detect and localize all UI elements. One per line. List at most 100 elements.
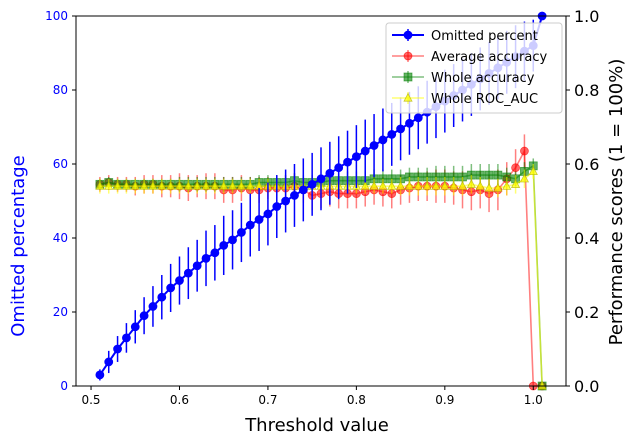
data-point	[122, 333, 131, 343]
data-point	[95, 180, 105, 190]
data-point	[210, 248, 220, 258]
data-point	[272, 202, 282, 211]
data-point	[493, 170, 503, 180]
data-point	[245, 180, 255, 190]
data-point	[449, 180, 459, 190]
data-point	[263, 209, 273, 219]
data-point	[201, 253, 211, 263]
legend-frame	[385, 22, 563, 114]
data-point	[307, 179, 317, 189]
x-tick-label: 0.8	[347, 393, 366, 407]
data-point	[369, 180, 379, 190]
data-point	[219, 240, 229, 250]
series-layer	[95, 11, 547, 391]
data-point	[405, 118, 414, 128]
y-left-tick-label: 100	[45, 9, 68, 23]
data-point	[219, 180, 229, 190]
data-point	[130, 322, 140, 332]
data-point	[183, 268, 193, 278]
y-axis-right-label: Performance scores (1 = 100%)	[606, 59, 627, 346]
data-point	[298, 185, 308, 195]
y-right-tick-label: 0.8	[574, 81, 599, 100]
x-tick-label: 0.5	[81, 393, 100, 407]
data-point	[175, 276, 184, 285]
data-point	[528, 166, 538, 176]
y-right-tick-label: 0.2	[574, 303, 599, 322]
data-point	[413, 113, 423, 123]
data-point	[183, 180, 193, 190]
data-point	[139, 180, 149, 190]
x-tick-label: 0.6	[170, 393, 189, 407]
data-point	[157, 292, 167, 302]
data-point	[502, 180, 512, 190]
data-point	[121, 180, 132, 190]
data-point	[440, 180, 450, 190]
data-point	[387, 129, 397, 139]
data-point	[95, 370, 105, 380]
x-axis-label: Threshold value	[244, 415, 389, 436]
x-tick-label: 1.0	[524, 393, 543, 407]
data-point	[520, 146, 529, 156]
legend-marker	[403, 72, 413, 82]
data-point	[281, 196, 291, 206]
data-point	[343, 157, 352, 167]
data-point	[316, 174, 326, 184]
data-point	[210, 180, 220, 190]
data-point	[378, 180, 388, 190]
legend: Omitted percent Average accuracy Whole a…	[385, 22, 563, 114]
data-point	[192, 180, 202, 190]
x-tick-label: 0.9	[435, 393, 454, 407]
legend-label-average-accuracy: Average accuracy	[431, 50, 547, 65]
data-point	[484, 182, 494, 192]
data-point	[396, 124, 406, 134]
data-point	[511, 163, 520, 173]
data-point	[165, 180, 176, 190]
data-point	[113, 344, 122, 354]
data-point	[166, 283, 176, 293]
data-point	[484, 170, 494, 180]
y-left-tick-label: 20	[53, 305, 68, 319]
data-point	[387, 180, 397, 190]
y-right-tick-label: 0.4	[574, 229, 599, 248]
data-point	[360, 180, 370, 190]
data-point	[130, 180, 140, 190]
data-point	[519, 173, 530, 183]
x-tick-label: 0.7	[258, 393, 277, 407]
data-point	[334, 163, 344, 173]
data-point	[104, 180, 114, 190]
data-point	[104, 357, 114, 367]
y-right-tick-label: 0.6	[574, 155, 599, 174]
y-right-tick-label: 1.0	[574, 7, 599, 26]
data-point	[422, 180, 432, 190]
data-point	[290, 191, 299, 200]
data-point	[404, 180, 415, 190]
data-point	[431, 180, 441, 190]
axes-layer: 0.5 0.6 0.7 0.8 0.9 1.0 0 20 40 60 80 100 0.0 0.2 0.4 0…	[45, 7, 599, 407]
data-point	[227, 180, 238, 190]
legend-marker	[403, 51, 413, 61]
data-point	[228, 235, 237, 245]
y-right-tick-label: 0.0	[574, 377, 599, 396]
data-point	[510, 179, 521, 188]
data-point	[466, 179, 477, 188]
data-point	[457, 180, 468, 190]
y-left-tick-label: 80	[53, 83, 68, 97]
data-point	[413, 180, 423, 190]
legend-label-whole-accuracy: Whole accuracy	[431, 71, 535, 86]
y-axis-left-label: Omitted percentage	[8, 155, 29, 337]
data-point	[360, 146, 370, 156]
data-point	[157, 180, 167, 190]
legend-marker	[403, 30, 413, 40]
y-left-tick-label: 40	[53, 231, 68, 245]
y-left-tick-label: 0	[60, 379, 68, 393]
data-point	[537, 380, 547, 390]
data-point	[148, 302, 158, 311]
axes-frame	[75, 15, 567, 387]
data-point	[254, 215, 264, 224]
data-point	[245, 220, 255, 230]
data-point	[112, 180, 123, 190]
data-point	[139, 311, 149, 321]
data-point	[395, 180, 406, 190]
